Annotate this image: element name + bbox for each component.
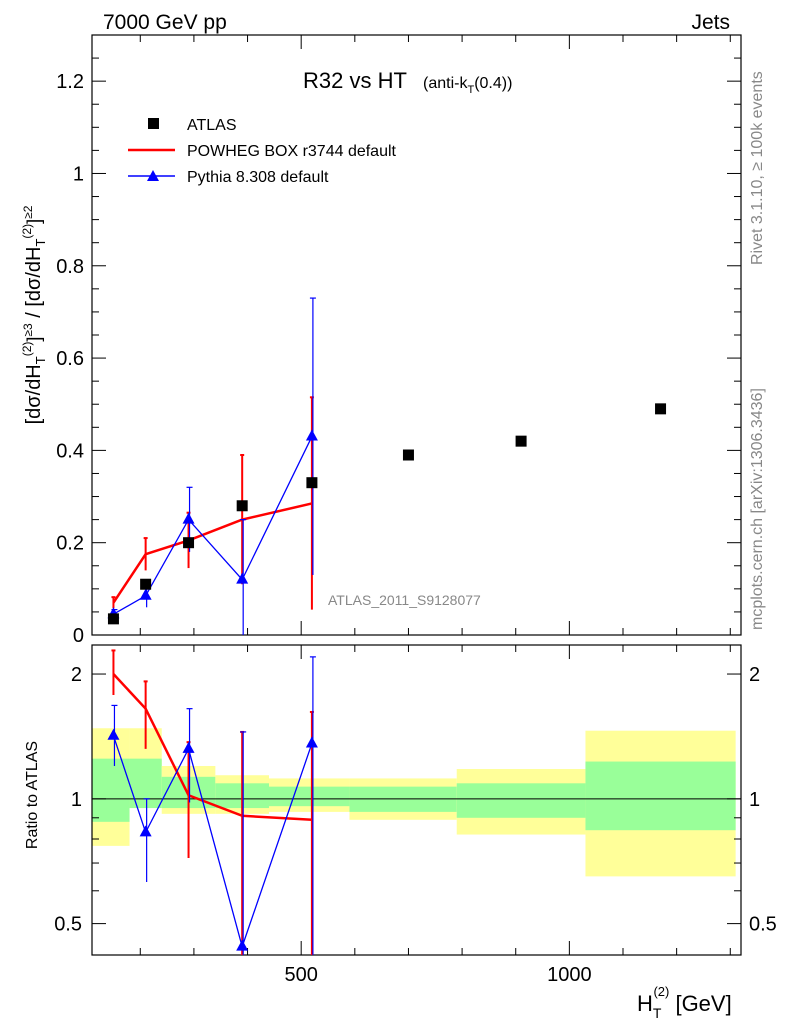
legend-pythia-marker — [147, 170, 159, 181]
upper-y-tick-label: 0.8 — [56, 256, 84, 278]
lower-y-tick-label: 2 — [71, 664, 82, 686]
upper-y-tick-label: 0 — [73, 625, 84, 647]
mcplots-label: mcplots.cern.ch [arXiv:1306.3436] — [749, 388, 766, 630]
atlas-marker — [183, 537, 195, 549]
lower-y-tick-label-right: 1 — [749, 789, 760, 811]
header-left-label: 7000 GeV pp — [103, 11, 227, 34]
atlas-marker — [402, 449, 414, 461]
x-axis-label: HT(2) [GeV] — [637, 984, 732, 1021]
stat-uncertainty-band-1 — [129, 758, 162, 809]
pythia-ratio-marker — [305, 736, 318, 748]
lower-y-tick-label: 1 — [71, 789, 82, 811]
upper-axes: 0 0.2 0.4 0.6 0.8 1 1.2 — [56, 34, 742, 647]
legend-pythia-label: Pythia 8.308 default — [187, 169, 329, 186]
x-tick-label: 1000 — [547, 964, 592, 986]
atlas-marker — [107, 613, 119, 625]
stat-uncertainty-band-0 — [92, 758, 130, 822]
stat-uncertainty-band-6 — [456, 783, 586, 818]
atlas-marker — [236, 500, 248, 512]
lower-y-tick-label-right: 0.5 — [749, 914, 777, 936]
lower-y-tick-label: 0.5 — [54, 914, 82, 936]
pythia-marker — [305, 429, 318, 441]
legend: ATLAS POWHEG BOX r3744 default Pythia 8.… — [128, 117, 397, 186]
legend-atlas-label: ATLAS — [187, 117, 237, 134]
chart-title-suffix: (anti-kT(0.4)) — [423, 75, 512, 96]
pythia-ratio-marker — [139, 825, 152, 837]
lower-frame — [91, 644, 742, 956]
pythia-marker — [182, 512, 195, 524]
upper-y-tick-label: 0.2 — [56, 533, 84, 555]
pythia-ratio-marker — [182, 741, 195, 753]
header-right-label: Jets — [691, 11, 730, 34]
stat-uncertainty-band-7 — [585, 761, 736, 831]
lower-y-axis-label: Ratio to ATLAS — [24, 741, 41, 849]
pythia-ratio-marker — [107, 728, 120, 740]
upper-y-tick-label: 0.6 — [56, 348, 84, 370]
lower-y-tick-label-right: 2 — [749, 664, 760, 686]
stat-uncertainty-band-4 — [269, 786, 350, 807]
upper-series — [107, 297, 667, 635]
analysis-id-label: ATLAS_2011_S9128077 — [328, 592, 481, 608]
upper-y-tick-label: 1.2 — [56, 71, 84, 93]
legend-powheg-label: POWHEG BOX r3744 default — [187, 143, 397, 160]
atlas-marker — [140, 578, 152, 590]
pythia-ratio-marker — [236, 939, 249, 951]
chart-title: R32 vs HT — [303, 68, 407, 93]
pythia-marker — [139, 588, 152, 600]
atlas-marker — [655, 403, 667, 415]
upper-y-tick-label: 0.4 — [56, 440, 84, 462]
upper-y-axis-label: [dσ/dHT(2)]≥3 / [dσ/dHT(2)]≥2 — [20, 205, 48, 424]
lower-series — [107, 649, 318, 955]
legend-atlas-marker — [148, 118, 159, 129]
atlas-marker — [515, 435, 527, 447]
upper-y-tick-label: 1 — [73, 163, 84, 185]
svg-text:[dσ/dHT(2)]≥3 / [dσ/dHT(2)]≥2: [dσ/dHT(2)]≥3 / [dσ/dHT(2)]≥2 — [20, 205, 48, 424]
atlas-marker — [306, 477, 318, 489]
rivet-version-label: Rivet 3.1.10, ≥ 100k events — [749, 71, 766, 265]
x-tick-label: 500 — [284, 964, 317, 986]
pythia-marker — [236, 572, 249, 584]
lower-axes: 0.5 0.5 1 1 2 2 500 1000 — [54, 644, 777, 986]
